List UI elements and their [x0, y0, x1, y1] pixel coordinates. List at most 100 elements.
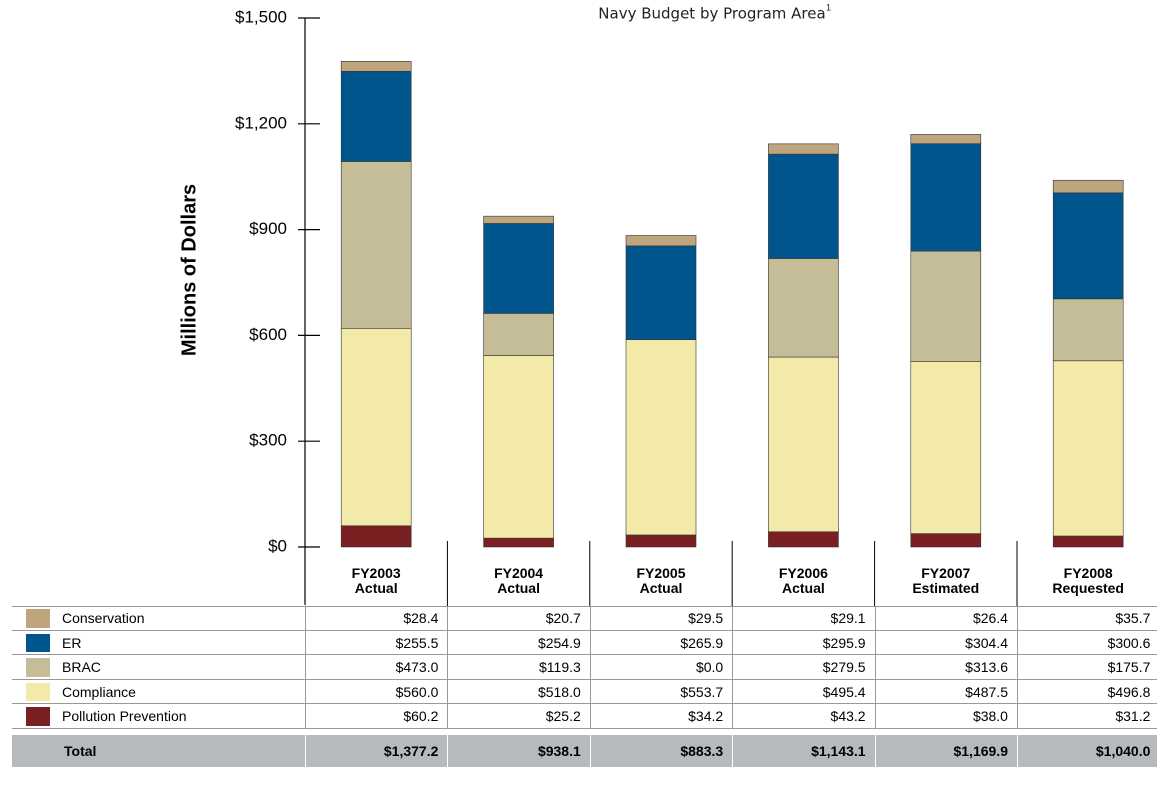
bar-segment	[340, 61, 412, 72]
table-value: $20.7	[447, 606, 589, 631]
bar-segment	[340, 525, 412, 548]
table-value: $265.9	[589, 630, 732, 655]
total-value-text: $883.3	[680, 742, 724, 759]
column-header: FY2004 Actual	[447, 558, 589, 604]
table-value-text: $560.0	[395, 683, 439, 700]
total-label: Total	[12, 735, 305, 767]
table-row	[12, 680, 1157, 704]
table-value-text: $304.4	[965, 634, 1008, 651]
chart-subtitle: Navy Budget by Program Area	[598, 5, 825, 23]
table-value: $473.0	[305, 655, 447, 680]
y-tick-label: $1,200	[235, 113, 287, 132]
table-row	[12, 655, 1157, 680]
table-value-text: $29.5	[688, 610, 724, 627]
bar-segment	[625, 235, 697, 247]
column-header-text: FY2008 Requested	[1052, 565, 1124, 596]
table-value: $175.7	[1017, 655, 1157, 680]
table-value: $0.0	[589, 655, 732, 680]
total-value: $938.1	[447, 734, 589, 767]
table-value: $34.2	[589, 704, 732, 729]
y-tick-label: $900	[249, 219, 287, 238]
table-value-text: $25.2	[545, 708, 581, 725]
total-row	[12, 734, 1157, 767]
total-value: $1,143.1	[732, 734, 874, 767]
total-value-text: $938.1	[537, 742, 581, 759]
column-header-text: FY2006 Actual	[778, 565, 828, 596]
table-value-text: $487.5	[965, 683, 1008, 700]
table-value: $60.2	[305, 704, 447, 729]
table-value: $35.7	[1017, 606, 1157, 631]
bar-segment	[768, 143, 839, 155]
total-value-text: $1,169.9	[953, 742, 1008, 759]
column-header: FY2007 Estimated	[875, 558, 1017, 604]
table-value: $43.2	[732, 704, 874, 729]
table-value: $304.4	[874, 630, 1017, 655]
bar-segment	[768, 356, 839, 533]
table-value: $29.5	[589, 606, 732, 631]
bar-segment	[483, 537, 554, 548]
table-value: $38.0	[874, 704, 1017, 729]
bar-segment	[768, 153, 839, 259]
table-value-text: $255.5	[395, 634, 439, 651]
y-tick-label: $300	[249, 431, 287, 450]
row-label-text: BRAC	[62, 659, 101, 676]
bar-segment	[1052, 298, 1124, 362]
bar-segment	[1052, 535, 1124, 548]
table-row	[12, 606, 1157, 631]
table-value-text: $38.0	[972, 708, 1008, 725]
total-value: $883.3	[589, 734, 732, 767]
legend-swatch	[26, 707, 50, 726]
bar-segment	[910, 250, 982, 362]
column-header-text: FY2007 Estimated	[912, 565, 980, 596]
bar-segment	[625, 339, 697, 536]
table-value-text: $265.9	[680, 634, 724, 651]
table-value: $29.1	[732, 606, 874, 631]
y-axis-label: Millions of Dollars	[178, 184, 200, 356]
table-row	[12, 704, 1157, 729]
total-value: $1,377.2	[305, 734, 447, 767]
total-value-text: $1,040.0	[1095, 742, 1151, 759]
legend-swatch	[26, 658, 50, 677]
bar-segment	[910, 143, 982, 252]
legend-swatch	[26, 633, 50, 652]
table-value-text: $279.5	[822, 659, 866, 676]
bar-segment	[625, 534, 697, 548]
total-value: $1,040.0	[1017, 734, 1157, 767]
column-header-text: FY2003 Actual	[351, 565, 401, 596]
bar-segment	[340, 327, 412, 527]
bar-segment	[625, 245, 697, 340]
table-value-text: $31.2	[1115, 708, 1151, 725]
bar-segment	[1052, 179, 1124, 194]
table-row	[12, 631, 1157, 655]
table-value: $496.8	[1017, 679, 1157, 704]
table-value: $295.9	[732, 630, 874, 655]
table-value: $553.7	[589, 679, 732, 704]
bar-segment	[340, 161, 412, 329]
table-value: $255.5	[305, 630, 447, 655]
total-value-text: $1,377.2	[383, 742, 439, 759]
table-value: $254.9	[447, 630, 589, 655]
table-value-text: $553.7	[680, 683, 724, 700]
table-value-text: $60.2	[403, 708, 439, 725]
table-value: $487.5	[874, 679, 1017, 704]
y-tick-label: $600	[249, 325, 287, 344]
row-label: ER	[12, 631, 305, 656]
y-tick-label: $1,500	[235, 7, 287, 26]
table-value-text: $119.3	[539, 659, 581, 676]
bar-segment	[768, 531, 839, 548]
row-label: Conservation	[12, 606, 305, 631]
table-value-text: $496.8	[1107, 683, 1151, 700]
bar-segment	[483, 215, 554, 224]
table-value-text: $254.9	[537, 634, 581, 651]
table-value: $495.4	[732, 679, 874, 704]
table-value-text: $0.0	[695, 659, 724, 676]
table-value: $25.2	[447, 704, 589, 729]
table-value-text: $295.9	[822, 634, 866, 651]
row-label-text: Pollution Prevention	[62, 708, 187, 725]
legend-swatch	[26, 609, 50, 628]
table-value: $518.0	[447, 679, 589, 704]
table-value-text: $20.7	[545, 610, 581, 627]
y-tick-label: $0	[268, 536, 287, 555]
table-value-text: $175.7	[1107, 659, 1151, 676]
